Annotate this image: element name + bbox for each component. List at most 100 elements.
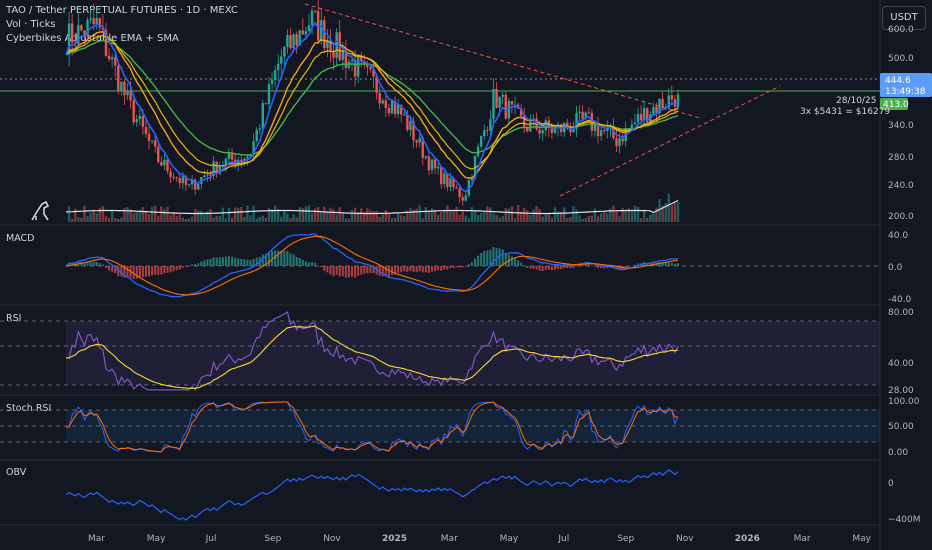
macd-histogram-bar [295,257,298,266]
candle-body [341,50,344,60]
candle-body [203,175,206,178]
volume-bar [67,206,71,222]
volume-bar [187,218,191,222]
volume-bar [335,214,338,222]
volume-bar [572,206,575,222]
volume-bar [252,205,255,222]
volume-bar [578,215,581,222]
macd-histogram-bar [603,266,606,269]
volume-bar [443,209,446,222]
volume-bar [227,207,231,222]
volume-bar [378,216,381,222]
volume-bar [74,208,77,222]
volume-bar [636,206,640,222]
volume-bar [501,215,504,222]
volume-bar [356,212,360,222]
macd-histogram-bar [277,250,280,266]
candle-body [418,137,421,143]
candle-body [273,70,277,80]
macd-histogram-bar [667,262,670,266]
macd-histogram-bar [227,256,230,266]
candle-body [178,178,181,184]
candle-body [95,18,98,25]
macd-histogram-bar [630,265,633,267]
volume-bar [439,211,443,222]
volume-bar [141,207,145,222]
macd-histogram-bar [489,249,492,266]
candle-body [197,183,200,190]
candle-body [602,130,606,132]
candle-body [313,10,317,12]
volume-bar [421,218,424,222]
macd-histogram-bar [274,250,277,266]
macd-histogram-bar [670,262,673,266]
volume-bar [606,213,609,222]
candle-body [587,112,591,114]
obv-label: OBV [6,467,27,478]
level-tag [880,98,908,110]
volume-bar [479,212,483,222]
candle-body [181,176,185,184]
volume-bar [172,213,175,222]
time-axis-label: Mar [794,534,811,544]
macd-histogram-bar [135,266,138,279]
macd-histogram-bar [323,266,326,271]
macd-histogram-bar [406,266,409,272]
volume-bar [101,206,105,222]
candle-body [421,137,424,159]
volume-bar [446,205,449,222]
candle-body [184,176,188,186]
macd-histogram-bar [264,253,267,266]
macd-signal-line [65,235,679,296]
macd-histogram-bar [529,266,532,269]
volume-bar [135,211,138,222]
candle-body [621,138,624,142]
macd-histogram-bar [83,262,86,266]
macd-histogram-bar [495,248,498,266]
volume-bar [516,205,520,222]
macd-histogram-bar [569,266,572,269]
volume-bar [190,216,194,222]
macd-histogram-bar [209,259,212,266]
candle-body [667,95,670,108]
candle-body [575,112,578,129]
macd-histogram-bar [646,263,649,266]
rsi-band [66,321,880,385]
volume-bar [117,218,120,222]
volume-bar [381,214,384,222]
volume-bar [396,212,400,222]
candle-body [283,46,286,57]
candle-body [280,56,283,64]
candle-body [406,114,409,130]
macd-histogram-bar [443,266,446,270]
volume-bar [461,211,464,222]
rsi-label: RSI [6,313,22,324]
candle-body [329,40,332,53]
volume-bar [664,203,667,222]
macd-histogram-bar [191,264,194,266]
volume-bar [261,215,265,222]
volume-bar [467,218,471,222]
volume-bar [639,218,643,222]
volume-bar [144,212,148,222]
volume-bar [166,206,169,222]
candle-body [572,128,575,133]
candle-body [372,69,375,77]
candle-body [449,178,452,188]
volume-bar [559,211,563,222]
volume-bar [283,209,286,222]
volume-bar [655,207,658,222]
rsi-tick: 28.00 [888,386,914,396]
candle-body [424,156,428,159]
candle-body [443,173,446,185]
macd-histogram-bar [427,266,430,273]
macd-histogram-bar [633,264,636,266]
macd-histogram-bar [178,266,181,270]
macd-histogram-bar [504,253,507,266]
currency-button[interactable]: USDT [882,6,926,30]
volume-bar [218,215,221,222]
volume-bar [344,218,348,222]
candle-body [504,94,507,119]
candle-body [446,173,449,188]
volume-bar [476,214,480,222]
